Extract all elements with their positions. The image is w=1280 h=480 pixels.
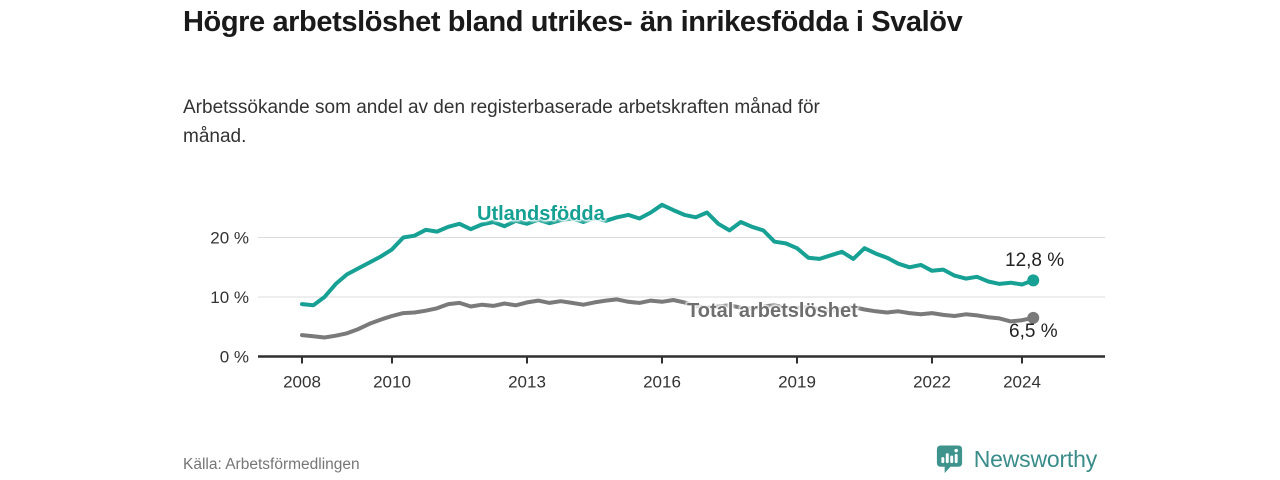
y-tick-label: 10 % <box>210 288 249 307</box>
x-tick-label: 2010 <box>373 373 411 392</box>
series-line-total <box>300 297 1036 340</box>
x-tick-label: 2019 <box>778 373 816 392</box>
x-tick-label: 2024 <box>1003 373 1041 392</box>
newsworthy-bubble-chart-icon <box>936 445 962 474</box>
series-label-total-arbetsloshet: Total arbetslöshet <box>687 300 858 322</box>
chart-subtitle: Arbetssökande som andel av den registerb… <box>183 97 820 148</box>
x-tick-label: 2008 <box>283 373 321 392</box>
series-label-utlandsfodda: Utlandsfödda <box>477 203 605 225</box>
end-value-utlandsfodda: 12,8 % <box>1005 250 1065 271</box>
x-tick-label: 2016 <box>643 373 681 392</box>
end-value-total-arbetsloshet: 6,5 % <box>1009 321 1058 342</box>
source-note: Källa: Arbetsförmedlingen <box>183 456 360 473</box>
series-end-dot-total <box>1027 311 1040 324</box>
y-tick-label: 20 % <box>210 229 249 248</box>
x-tick-label: 2013 <box>508 373 546 392</box>
x-tick-label: 2022 <box>913 373 951 392</box>
chart-title: Högre arbetslöshet bland utrikes- än inr… <box>183 6 963 38</box>
newsworthy-wordmark: Newsworthy <box>973 445 1097 472</box>
series-line-utlandsfodda <box>300 202 1036 308</box>
series-end-dot-utlandsfodda <box>1027 274 1040 287</box>
y-tick-label: 0 % <box>220 348 249 367</box>
newsworthy-logo[interactable]: Newsworthy <box>934 442 1097 476</box>
